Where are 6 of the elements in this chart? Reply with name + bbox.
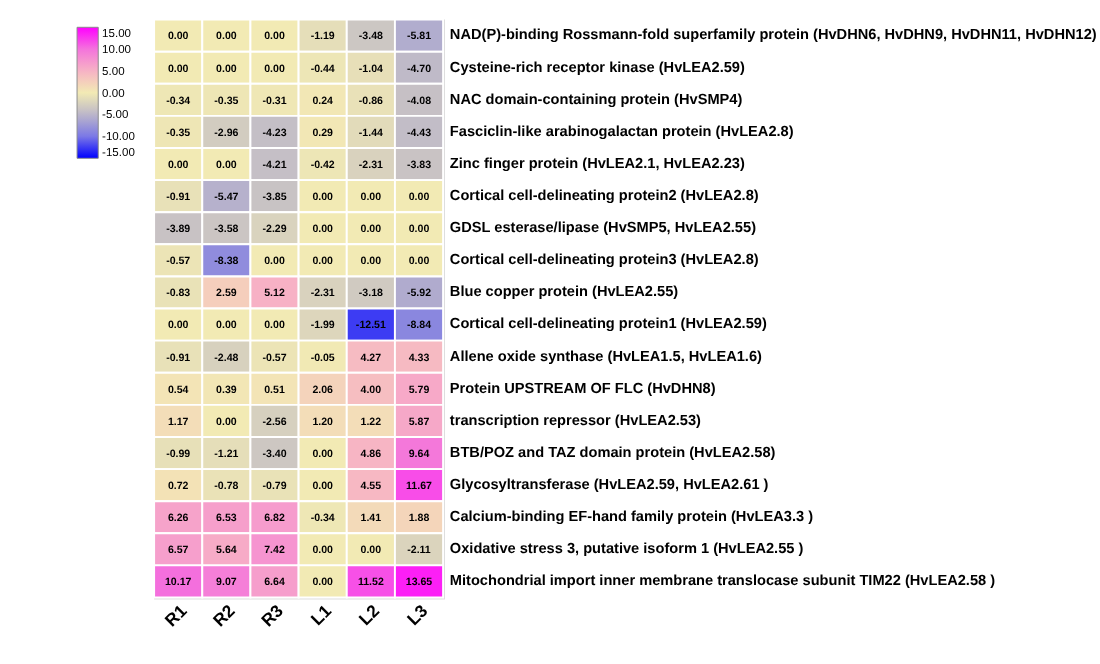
x-tick-label: L3 [402,600,432,629]
x-tick-label: R1 [160,600,191,631]
x-tick-label: R3 [257,600,288,631]
x-tick-label: L2 [354,600,384,629]
x-tick-label: L1 [306,600,336,629]
x-tick-label: R2 [208,600,239,631]
